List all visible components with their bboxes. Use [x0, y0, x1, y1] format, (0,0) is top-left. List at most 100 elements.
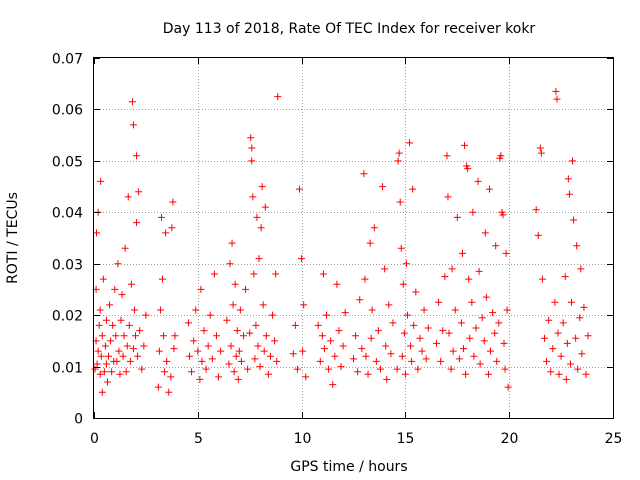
- data-point: [102, 360, 110, 368]
- data-point: [101, 342, 109, 350]
- data-point: [414, 365, 422, 373]
- data-point: [396, 198, 404, 206]
- data-point: [128, 98, 136, 106]
- data-point: [493, 357, 501, 365]
- data-point: [97, 177, 105, 185]
- data-point: [261, 203, 269, 211]
- x-axis-label: GPS time / hours: [290, 459, 407, 475]
- data-point: [447, 365, 455, 373]
- data-point: [108, 368, 116, 376]
- data-point: [385, 301, 393, 309]
- data-point: [188, 368, 196, 376]
- data-point: [333, 280, 341, 288]
- data-point: [200, 327, 208, 335]
- data-point: [584, 332, 592, 340]
- data-point: [401, 370, 409, 378]
- data-point: [389, 319, 397, 327]
- data-point: [441, 273, 449, 281]
- data-point: [420, 306, 428, 314]
- data-point: [274, 93, 282, 101]
- data-point: [135, 188, 143, 196]
- data-point: [134, 352, 142, 360]
- data-point: [474, 177, 482, 185]
- data-point: [547, 368, 555, 376]
- data-point: [361, 275, 369, 283]
- data-point: [247, 134, 255, 142]
- data-point: [111, 285, 119, 293]
- data-point: [190, 337, 198, 345]
- data-point: [536, 144, 544, 152]
- data-point: [204, 342, 212, 350]
- y-tick-label: 0.01: [52, 361, 83, 377]
- data-point: [115, 347, 123, 355]
- data-point: [537, 149, 545, 157]
- x-tick-label: 25: [605, 431, 623, 447]
- data-point: [485, 185, 493, 193]
- data-point: [289, 350, 297, 358]
- data-points: [91, 87, 592, 396]
- data-point: [107, 337, 115, 345]
- data-point: [491, 329, 499, 337]
- data-point: [449, 347, 457, 355]
- y-tick-label: 0.07: [52, 52, 83, 68]
- data-point: [253, 213, 261, 221]
- data-point: [502, 249, 510, 257]
- data-point: [582, 370, 590, 378]
- data-point: [460, 345, 468, 353]
- data-point: [383, 375, 391, 383]
- data-point: [109, 321, 117, 329]
- data-point: [232, 352, 240, 360]
- data-point: [466, 334, 474, 342]
- data-point: [197, 285, 205, 293]
- data-point: [465, 275, 473, 283]
- data-point: [254, 342, 262, 350]
- data-point: [91, 365, 99, 373]
- data-point: [574, 365, 582, 373]
- data-point: [96, 306, 104, 314]
- data-point: [409, 185, 417, 193]
- data-point: [464, 165, 472, 173]
- data-point: [248, 157, 256, 165]
- data-point: [325, 365, 333, 373]
- data-point: [395, 149, 403, 157]
- data-point: [95, 321, 103, 329]
- data-point: [503, 306, 511, 314]
- data-point: [316, 357, 324, 365]
- data-point: [576, 314, 584, 322]
- data-point: [412, 288, 420, 296]
- data-point: [573, 242, 581, 250]
- data-point: [202, 365, 210, 373]
- data-point: [133, 152, 141, 160]
- data-point: [249, 193, 257, 201]
- plot-frame: [93, 57, 614, 419]
- data-point: [381, 265, 389, 273]
- data-point: [416, 334, 424, 342]
- data-point: [543, 357, 551, 365]
- data-point: [578, 350, 586, 358]
- data-point: [352, 332, 360, 340]
- data-point: [121, 244, 129, 252]
- data-point: [374, 327, 382, 335]
- data-point: [93, 360, 101, 368]
- data-point: [228, 239, 236, 247]
- data-point: [114, 260, 122, 268]
- data-point: [257, 224, 265, 232]
- data-point: [291, 321, 299, 329]
- data-point: [444, 193, 452, 201]
- data-point: [570, 216, 578, 224]
- data-point: [157, 213, 165, 221]
- data-point: [314, 321, 322, 329]
- data-point: [397, 244, 405, 252]
- data-point: [487, 347, 495, 355]
- data-point: [302, 373, 310, 381]
- data-point: [140, 342, 148, 350]
- data-point: [350, 355, 357, 363]
- data-point: [99, 275, 107, 283]
- data-point: [567, 298, 575, 306]
- data-point: [256, 363, 264, 371]
- data-point: [418, 347, 426, 355]
- data-point: [569, 157, 577, 165]
- x-tick-label: 10: [294, 431, 312, 447]
- data-point: [258, 183, 266, 191]
